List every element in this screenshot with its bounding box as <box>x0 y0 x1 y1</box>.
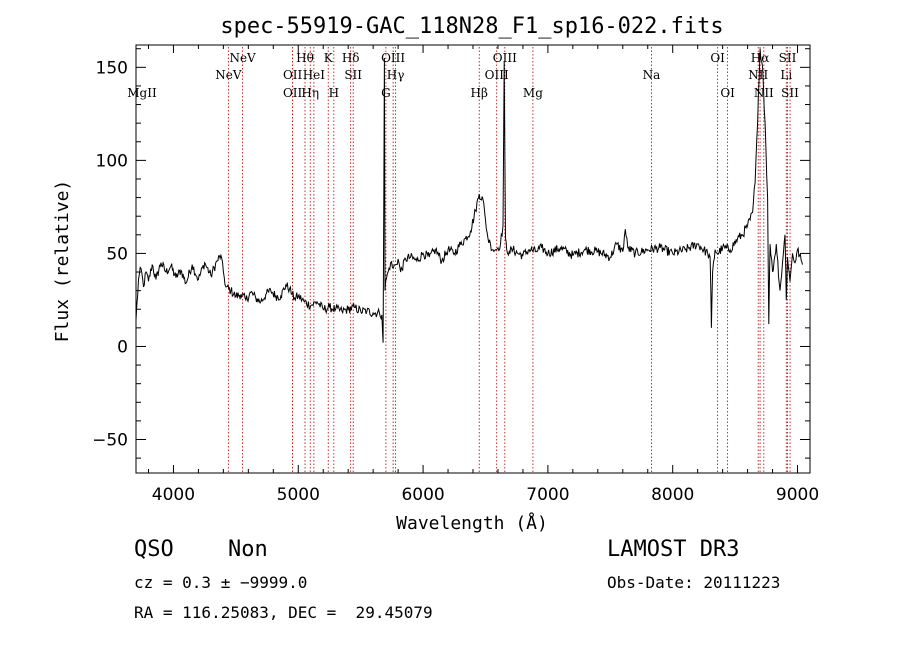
object-class: QSO <box>134 537 174 562</box>
plot-frame <box>135 44 811 474</box>
y-tick-label: 50 <box>106 244 128 264</box>
y-tick-label: 100 <box>96 151 128 171</box>
emission-line-label: OIII <box>493 51 517 65</box>
emission-line-label: G <box>381 86 391 100</box>
x-axis-label: Wavelength (Å) <box>396 512 548 534</box>
emission-line-label: K <box>324 51 334 65</box>
emission-line-label: Li <box>780 68 792 82</box>
emission-line-label: Hβ <box>471 86 488 100</box>
emission-line-label: NII <box>748 68 768 82</box>
emission-line-label: Hθ <box>296 51 314 65</box>
x-tick-label: 5000 <box>277 485 320 505</box>
spectrum-line <box>135 48 803 343</box>
emission-line-label: OI <box>710 51 725 65</box>
y-tick-label: 0 <box>117 337 128 357</box>
emission-line-label: SII <box>781 86 799 100</box>
emission-line-label: SII <box>779 51 797 65</box>
x-tick-label: 6000 <box>401 485 444 505</box>
emission-line-label: OII <box>283 86 303 100</box>
object-subclass: Non <box>228 537 268 562</box>
emission-line-label: Na <box>643 68 661 82</box>
emission-line-label: OIII <box>381 51 405 65</box>
emission-line-label: OIII <box>485 68 509 82</box>
emission-line-label: SII <box>344 68 362 82</box>
x-tick-label: 4000 <box>152 485 195 505</box>
ra-dec: RA = 116.25083, DEC = 29.45079 <box>134 603 433 622</box>
y-axis-label: Flux (relative) <box>52 180 73 343</box>
emission-line-label: OI <box>720 86 735 100</box>
emission-line-label: Hδ <box>342 51 360 65</box>
obs-date: Obs-Date: 20111223 <box>607 573 781 592</box>
x-tick-label: 7000 <box>526 485 569 505</box>
y-tick-label: 150 <box>96 58 128 78</box>
survey-name: LAMOST DR3 <box>607 537 740 562</box>
emission-line-label: NeV <box>229 51 256 65</box>
x-tick-label: 9000 <box>776 485 819 505</box>
chart-title: spec-55919-GAC_118N28_F1_sp16-022.fits <box>220 14 723 39</box>
emission-line-label: MgII <box>127 86 157 100</box>
redshift-cz: cz = 0.3 ± −9999.0 <box>134 573 308 592</box>
emission-line-label: Mg <box>523 86 543 100</box>
spectrum-chart: spec-55919-GAC_118N28_F1_sp16-022.fits M… <box>52 14 819 534</box>
y-tick-label: −50 <box>92 431 128 451</box>
emission-line-label: NeV <box>215 68 242 82</box>
emission-line-label: H <box>329 86 339 100</box>
emission-line-label: HeI <box>303 68 326 82</box>
x-tick-label: 8000 <box>651 485 694 505</box>
emission-line-label: Hγ <box>387 68 405 82</box>
emission-line-label: Hη <box>301 86 319 100</box>
